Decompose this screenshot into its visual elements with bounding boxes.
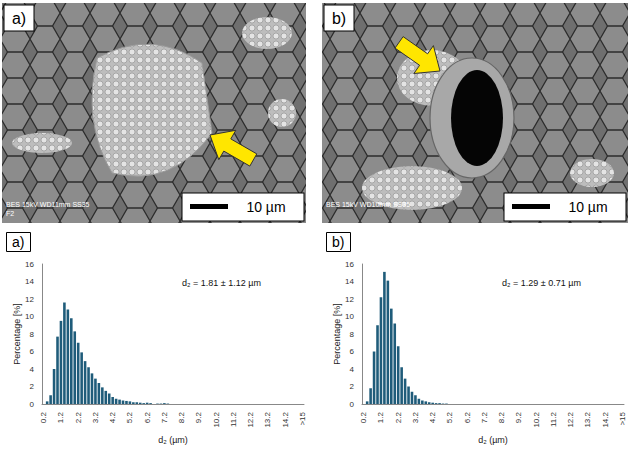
svg-text:4: 4 bbox=[30, 365, 35, 374]
svg-text:10.2: 10.2 bbox=[212, 411, 221, 427]
svg-text:0: 0 bbox=[350, 400, 355, 409]
svg-text:b): b) bbox=[332, 10, 346, 27]
svg-text:a): a) bbox=[12, 234, 24, 250]
svg-text:BES 15kV WD11mm SS35: BES 15kV WD11mm SS35 bbox=[6, 201, 90, 208]
svg-text:4: 4 bbox=[350, 365, 355, 374]
svg-text:14: 14 bbox=[345, 277, 354, 286]
svg-text:>15: >15 bbox=[298, 411, 307, 425]
svg-text:10 µm: 10 µm bbox=[568, 199, 607, 215]
svg-text:4.2: 4.2 bbox=[108, 411, 117, 423]
svg-text:d₂ = 1.81 ± 1.12 µm: d₂ = 1.81 ± 1.12 µm bbox=[182, 278, 261, 288]
svg-text:0: 0 bbox=[30, 400, 35, 409]
svg-text:2: 2 bbox=[30, 382, 35, 391]
svg-text:0.2: 0.2 bbox=[39, 411, 48, 423]
svg-text:11.2: 11.2 bbox=[229, 411, 238, 427]
svg-text:6: 6 bbox=[350, 347, 355, 356]
svg-text:16: 16 bbox=[25, 260, 34, 269]
svg-text:>15: >15 bbox=[618, 411, 627, 425]
svg-text:8: 8 bbox=[30, 330, 35, 339]
svg-text:6.2: 6.2 bbox=[143, 411, 152, 423]
svg-text:13.2: 13.2 bbox=[263, 411, 272, 427]
svg-text:d₂ (µm): d₂ (µm) bbox=[158, 435, 188, 445]
svg-text:7.2: 7.2 bbox=[480, 411, 489, 423]
svg-text:13.2: 13.2 bbox=[583, 411, 592, 427]
svg-text:12.2: 12.2 bbox=[566, 411, 575, 427]
svg-text:F2: F2 bbox=[6, 210, 14, 217]
svg-text:1.2: 1.2 bbox=[56, 411, 65, 423]
svg-text:7.2: 7.2 bbox=[160, 411, 169, 423]
svg-text:d₂ (µm): d₂ (µm) bbox=[478, 435, 508, 445]
svg-text:11.2: 11.2 bbox=[549, 411, 558, 427]
svg-text:12: 12 bbox=[345, 295, 354, 304]
svg-text:5.2: 5.2 bbox=[125, 411, 134, 423]
svg-text:0.2: 0.2 bbox=[359, 411, 368, 423]
svg-text:9.2: 9.2 bbox=[194, 411, 203, 423]
svg-text:8.2: 8.2 bbox=[497, 411, 506, 423]
svg-text:Percentage [%]: Percentage [%] bbox=[332, 303, 342, 365]
svg-text:a): a) bbox=[12, 10, 26, 27]
svg-text:b): b) bbox=[332, 234, 344, 250]
svg-text:3.2: 3.2 bbox=[91, 411, 100, 423]
svg-text:BES 15kV WD10mm SS35: BES 15kV WD10mm SS35 bbox=[326, 201, 410, 208]
svg-text:1.2: 1.2 bbox=[376, 411, 385, 423]
svg-text:8.2: 8.2 bbox=[177, 411, 186, 423]
svg-text:2.2: 2.2 bbox=[74, 411, 83, 423]
svg-text:12: 12 bbox=[25, 295, 34, 304]
svg-text:16: 16 bbox=[345, 260, 354, 269]
svg-text:3.2: 3.2 bbox=[411, 411, 420, 423]
svg-text:6: 6 bbox=[30, 347, 35, 356]
svg-text:6.2: 6.2 bbox=[463, 411, 472, 423]
svg-text:10: 10 bbox=[345, 312, 354, 321]
svg-text:5.2: 5.2 bbox=[445, 411, 454, 423]
svg-text:Percentage [%]: Percentage [%] bbox=[12, 303, 22, 365]
svg-text:12.2: 12.2 bbox=[246, 411, 255, 427]
svg-text:2: 2 bbox=[350, 382, 355, 391]
svg-text:14.2: 14.2 bbox=[281, 411, 290, 427]
svg-text:d₂ = 1.29 ± 0.71 µm: d₂ = 1.29 ± 0.71 µm bbox=[502, 278, 581, 288]
svg-text:10: 10 bbox=[25, 312, 34, 321]
svg-text:10 µm: 10 µm bbox=[246, 199, 285, 215]
svg-text:10.2: 10.2 bbox=[532, 411, 541, 427]
svg-text:14: 14 bbox=[25, 277, 34, 286]
svg-text:4.2: 4.2 bbox=[428, 411, 437, 423]
svg-text:8: 8 bbox=[350, 330, 355, 339]
svg-text:14.2: 14.2 bbox=[601, 411, 610, 427]
svg-text:9.2: 9.2 bbox=[514, 411, 523, 423]
svg-text:2.2: 2.2 bbox=[394, 411, 403, 423]
